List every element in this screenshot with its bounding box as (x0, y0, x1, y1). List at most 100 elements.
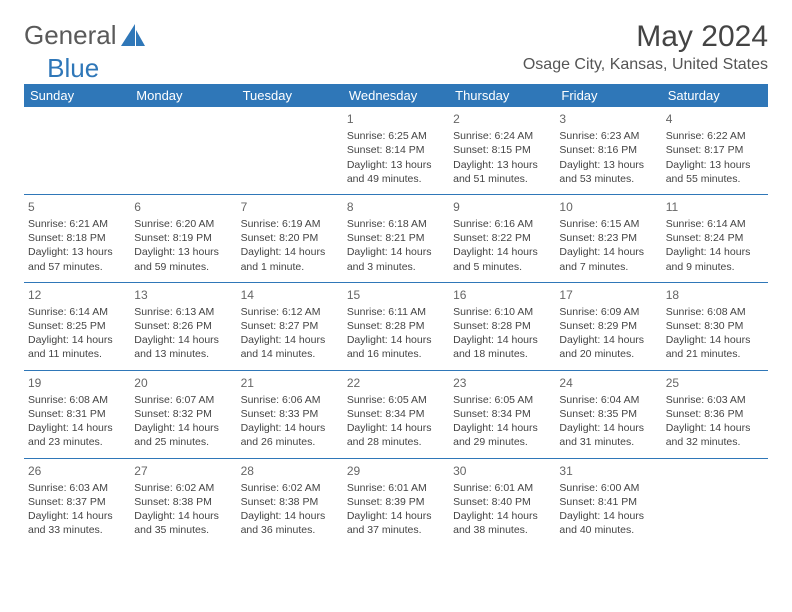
sunset-line: Sunset: 8:21 PM (347, 231, 445, 245)
calendar-cell: 23Sunrise: 6:05 AMSunset: 8:34 PMDayligh… (449, 371, 555, 458)
sunset-line: Sunset: 8:25 PM (28, 319, 126, 333)
sunrise-line: Sunrise: 6:07 AM (134, 393, 232, 407)
day-number: 5 (28, 199, 126, 215)
day-number: 27 (134, 463, 232, 479)
sunrise-line: Sunrise: 6:13 AM (134, 305, 232, 319)
sunrise-line: Sunrise: 6:23 AM (559, 129, 657, 143)
sunset-line: Sunset: 8:38 PM (241, 495, 339, 509)
logo: General (24, 20, 147, 51)
sunrise-line: Sunrise: 6:00 AM (559, 481, 657, 495)
calendar-cell (24, 107, 130, 194)
day-number: 1 (347, 111, 445, 127)
sunrise-line: Sunrise: 6:21 AM (28, 217, 126, 231)
daylight-line: Daylight: 14 hours and 32 minutes. (666, 421, 764, 449)
day-header: Wednesday (343, 84, 449, 107)
daylight-line: Daylight: 14 hours and 21 minutes. (666, 333, 764, 361)
calendar-row: 5Sunrise: 6:21 AMSunset: 8:18 PMDaylight… (24, 195, 768, 282)
calendar-cell: 31 Sunrise: 6:00 AMSunset: 8:41 PMDayligh… (555, 459, 661, 546)
sunset-line: Sunset: 8:33 PM (241, 407, 339, 421)
sunset-line: Sunset: 8:17 PM (666, 143, 764, 157)
calendar-cell: 20Sunrise: 6:07 AMSunset: 8:32 PMDayligh… (130, 371, 236, 458)
sunrise-line: Sunrise: 6:09 AM (559, 305, 657, 319)
daylight-line: Daylight: 14 hours and 36 minutes. (241, 509, 339, 537)
calendar-cell: 21Sunrise: 6:06 AMSunset: 8:33 PMDayligh… (237, 371, 343, 458)
header: General May 2024 (24, 20, 768, 54)
calendar-cell: 4Sunrise: 6:22 AMSunset: 8:17 PMDaylight… (662, 107, 768, 194)
sunset-line: Sunset: 8:41 PM (559, 495, 657, 509)
sunset-line: Sunset: 8:38 PM (134, 495, 232, 509)
daylight-line: Daylight: 14 hours and 37 minutes. (347, 509, 445, 537)
sunrise-line: Sunrise: 6:24 AM (453, 129, 551, 143)
sunrise-line: Sunrise: 6:19 AM (241, 217, 339, 231)
daylight-line: Daylight: 14 hours and 1 minute. (241, 245, 339, 273)
day-header: Thursday (449, 84, 555, 107)
daylight-line: Daylight: 14 hours and 28 minutes. (347, 421, 445, 449)
sunset-line: Sunset: 8:37 PM (28, 495, 126, 509)
daylight-line: Daylight: 14 hours and 40 minutes. (559, 509, 657, 537)
sunrise-line: Sunrise: 6:20 AM (134, 217, 232, 231)
sunset-line: Sunset: 8:35 PM (559, 407, 657, 421)
calendar-cell: 19Sunrise: 6:08 AMSunset: 8:31 PMDayligh… (24, 371, 130, 458)
calendar-cell (130, 107, 236, 194)
calendar-head: SundayMondayTuesdayWednesdayThursdayFrid… (24, 84, 768, 107)
calendar-cell: 30Sunrise: 6:01 AMSunset: 8:40 PMDayligh… (449, 459, 555, 546)
day-number: 20 (134, 375, 232, 391)
calendar-cell: 11Sunrise: 6:14 AMSunset: 8:24 PMDayligh… (662, 195, 768, 282)
calendar-cell: 10Sunrise: 6:15 AMSunset: 8:23 PMDayligh… (555, 195, 661, 282)
day-number: 3 (559, 111, 657, 127)
day-number: 6 (134, 199, 232, 215)
daylight-line: Daylight: 14 hours and 31 minutes. (559, 421, 657, 449)
sunrise-line: Sunrise: 6:02 AM (241, 481, 339, 495)
sunset-line: Sunset: 8:23 PM (559, 231, 657, 245)
sunrise-line: Sunrise: 6:22 AM (666, 129, 764, 143)
sunset-line: Sunset: 8:20 PM (241, 231, 339, 245)
day-number: 24 (559, 375, 657, 391)
calendar-cell: 26Sunrise: 6:03 AMSunset: 8:37 PMDayligh… (24, 459, 130, 546)
daylight-line: Daylight: 14 hours and 29 minutes. (453, 421, 551, 449)
calendar-cell: 2Sunrise: 6:24 AMSunset: 8:15 PMDaylight… (449, 107, 555, 194)
daylight-line: Daylight: 13 hours and 53 minutes. (559, 158, 657, 186)
sunset-line: Sunset: 8:34 PM (453, 407, 551, 421)
daylight-line: Daylight: 14 hours and 9 minutes. (666, 245, 764, 273)
daylight-line: Daylight: 14 hours and 7 minutes. (559, 245, 657, 273)
sunrise-line: Sunrise: 6:18 AM (347, 217, 445, 231)
calendar-body: 1Sunrise: 6:25 AMSunset: 8:14 PMDaylight… (24, 107, 768, 545)
calendar-cell: 17Sunrise: 6:09 AMSunset: 8:29 PMDayligh… (555, 283, 661, 370)
calendar-cell: 12Sunrise: 6:14 AMSunset: 8:25 PMDayligh… (24, 283, 130, 370)
sunrise-line: Sunrise: 6:05 AM (347, 393, 445, 407)
calendar-cell: 8 Sunrise: 6:18 AMSunset: 8:21 PMDaylight… (343, 195, 449, 282)
day-number: 22 (347, 375, 445, 391)
day-number: 13 (134, 287, 232, 303)
day-number: 8 (347, 199, 445, 215)
sunset-line: Sunset: 8:19 PM (134, 231, 232, 245)
sunrise-line: Sunrise: 6:15 AM (559, 217, 657, 231)
calendar-cell: 7Sunrise: 6:19 AMSunset: 8:20 PMDaylight… (237, 195, 343, 282)
sunset-line: Sunset: 8:28 PM (453, 319, 551, 333)
daylight-line: Daylight: 13 hours and 59 minutes. (134, 245, 232, 273)
day-number: 11 (666, 199, 764, 215)
sunset-line: Sunset: 8:18 PM (28, 231, 126, 245)
sunset-line: Sunset: 8:40 PM (453, 495, 551, 509)
sunset-line: Sunset: 8:31 PM (28, 407, 126, 421)
daylight-line: Daylight: 13 hours and 49 minutes. (347, 158, 445, 186)
calendar-row: 19Sunrise: 6:08 AMSunset: 8:31 PMDayligh… (24, 371, 768, 458)
daylight-line: Daylight: 14 hours and 3 minutes. (347, 245, 445, 273)
calendar-cell: 24Sunrise: 6:04 AMSunset: 8:35 PMDayligh… (555, 371, 661, 458)
daylight-line: Daylight: 13 hours and 57 minutes. (28, 245, 126, 273)
day-number: 31 (559, 463, 657, 479)
daylight-line: Daylight: 14 hours and 5 minutes. (453, 245, 551, 273)
calendar-cell: 16Sunrise: 6:10 AMSunset: 8:28 PMDayligh… (449, 283, 555, 370)
sunrise-line: Sunrise: 6:03 AM (666, 393, 764, 407)
sunset-line: Sunset: 8:32 PM (134, 407, 232, 421)
daylight-line: Daylight: 14 hours and 13 minutes. (134, 333, 232, 361)
daylight-line: Daylight: 14 hours and 38 minutes. (453, 509, 551, 537)
calendar-cell: 14Sunrise: 6:12 AMSunset: 8:27 PMDayligh… (237, 283, 343, 370)
calendar-cell (662, 459, 768, 546)
sunset-line: Sunset: 8:22 PM (453, 231, 551, 245)
sunset-line: Sunset: 8:39 PM (347, 495, 445, 509)
day-number: 26 (28, 463, 126, 479)
sunrise-line: Sunrise: 6:10 AM (453, 305, 551, 319)
sunset-line: Sunset: 8:29 PM (559, 319, 657, 333)
day-header: Tuesday (237, 84, 343, 107)
sunset-line: Sunset: 8:24 PM (666, 231, 764, 245)
